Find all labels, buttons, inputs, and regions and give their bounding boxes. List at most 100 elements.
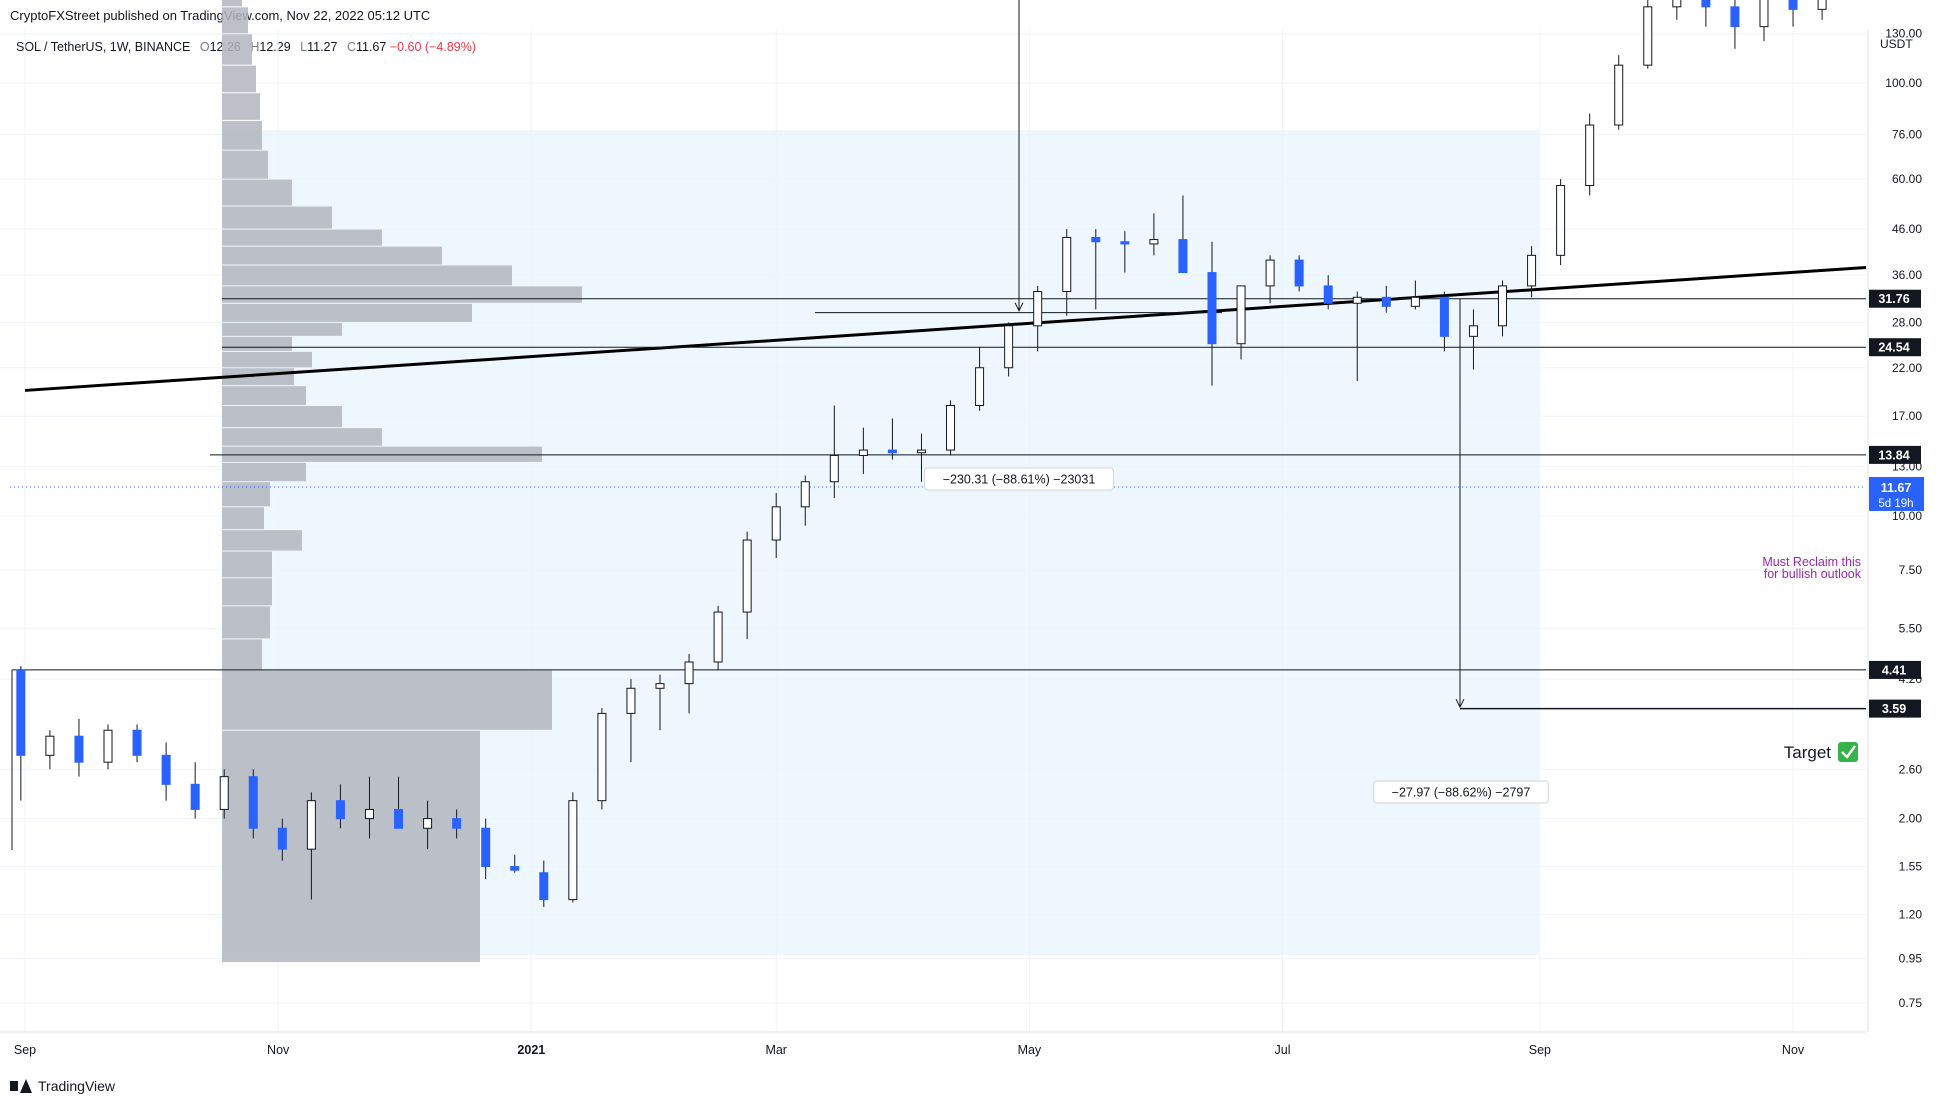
volume-profile-bar xyxy=(222,229,382,246)
candle-body xyxy=(16,669,26,756)
high-label: H xyxy=(250,40,260,54)
price-tag xyxy=(1869,338,1921,357)
candle-body xyxy=(1701,0,1711,8)
volume-profile-bar xyxy=(222,65,256,93)
candle-body xyxy=(423,818,433,829)
footer: TradingView xyxy=(10,1078,115,1094)
candle-body xyxy=(190,783,200,810)
annotations: −230.31 (−88.61%) −23031 −27.97 (−88.62%)… xyxy=(924,467,1862,804)
candle-body xyxy=(946,404,956,451)
price-tick-label: 5.50 xyxy=(1899,621,1923,635)
volume-profile-bar xyxy=(222,730,480,963)
trendline xyxy=(24,265,1867,392)
time-tick-label: Sep xyxy=(1529,1043,1551,1057)
time-tick-label: Nov xyxy=(267,1043,290,1057)
price-tick-label: 2.00 xyxy=(1899,812,1923,826)
price-tick-label: 76.00 xyxy=(1892,128,1922,142)
open-label: O xyxy=(199,40,210,54)
price-axis[interactable]: USDT380.00300.00220.00170.00130.00100.00… xyxy=(1867,0,1924,1032)
price-tick-label: 100.00 xyxy=(1885,76,1922,90)
candle-body xyxy=(539,872,549,901)
price-tag-label: 24.54 xyxy=(1878,341,1909,355)
time-tick-label: Nov xyxy=(1782,1043,1805,1057)
measure-top-label: −230.31 (−88.61%) −23031 xyxy=(943,473,1096,487)
candle-body xyxy=(277,827,287,850)
candle-body xyxy=(1498,285,1508,327)
time-axis[interactable]: SepNov2021MarMayJulSepNov2022MarMayJulSe… xyxy=(0,1031,1941,1057)
price-tag-label: 4.41 xyxy=(1882,663,1906,677)
volume-profile-bar xyxy=(222,286,582,303)
candle-body xyxy=(45,735,55,756)
volume-profile-bar xyxy=(222,0,242,7)
volume-profile-bar xyxy=(222,7,248,34)
candle-body xyxy=(103,729,113,763)
volume-profile-bar xyxy=(222,93,260,120)
candle-body xyxy=(1527,254,1537,287)
candle-body xyxy=(335,800,345,820)
volume-profile-bar xyxy=(222,336,292,351)
current-price-value: 11.67 xyxy=(1881,481,1912,495)
candle-body xyxy=(1614,64,1624,126)
candle-body xyxy=(568,800,578,901)
time-tick-label: May xyxy=(1018,1043,1042,1057)
candle-body xyxy=(1468,325,1478,337)
price-tick-label: 0.95 xyxy=(1899,952,1923,966)
measure-arrow-head xyxy=(1014,302,1024,312)
candle-body xyxy=(306,800,316,850)
close-label: C xyxy=(346,40,356,54)
candle-body xyxy=(1236,285,1246,345)
measure-bottom-label-box xyxy=(1373,780,1549,804)
candle-body xyxy=(1759,0,1769,28)
price-tick-label: 130.00 xyxy=(1885,27,1922,41)
candle-body xyxy=(626,687,636,714)
low-label: L xyxy=(300,40,308,54)
price-tag-label: 31.76 xyxy=(1878,292,1909,306)
candle-body xyxy=(132,729,142,756)
close-value: 11.67 xyxy=(355,40,387,54)
publish-header: CryptoFXStreet published on TradingView.… xyxy=(10,8,431,23)
reclaim-note-1: Must Reclaim this xyxy=(1762,555,1861,569)
candles xyxy=(16,0,1827,907)
price-tick-label: 0.75 xyxy=(1899,996,1923,1010)
candle-body xyxy=(74,735,84,763)
price-tick-label: 28.00 xyxy=(1892,315,1922,329)
price-tick-label: 2.60 xyxy=(1899,762,1923,776)
time-tick-label: Sep xyxy=(14,1043,36,1057)
candle-body xyxy=(1062,236,1072,293)
volume-profile-bar xyxy=(222,206,332,229)
symbol-name[interactable]: SOL / TetherUS, 1W, BINANCE xyxy=(16,40,191,54)
volume-profile-bar xyxy=(222,405,342,428)
candle-body xyxy=(481,827,491,868)
candle-body xyxy=(1149,239,1159,245)
volume-profile-bar xyxy=(222,179,292,206)
price-tag xyxy=(1869,445,1921,464)
candle-body xyxy=(1381,296,1391,307)
price-tick-label: 1.20 xyxy=(1899,908,1923,922)
volume-profile-bar xyxy=(222,246,442,265)
candle-body xyxy=(887,449,897,454)
volume-profile-bar xyxy=(222,578,272,606)
price-tick-label: 36.00 xyxy=(1892,268,1922,282)
candle-body xyxy=(713,611,723,663)
volume-profile-bar xyxy=(222,482,270,507)
price-tag-label: 3.59 xyxy=(1882,702,1906,716)
price-tag-label: 13.84 xyxy=(1878,448,1909,462)
price-tag xyxy=(1869,699,1921,718)
price-tick-label: 22.00 xyxy=(1892,361,1922,375)
candle-body xyxy=(1817,0,1827,10)
candle-body xyxy=(1672,0,1682,8)
candle-body xyxy=(1120,241,1130,245)
change-value: −0.60 (−4.89%) xyxy=(389,40,476,54)
candle-body xyxy=(916,449,926,454)
candle-body xyxy=(829,454,839,483)
volume-profile-bar xyxy=(222,150,268,179)
price-tag xyxy=(1869,289,1921,308)
bar-countdown: 5d 19h xyxy=(1878,498,1913,510)
candle-body xyxy=(858,449,868,456)
volume-profile-bar xyxy=(222,670,552,730)
target-label: Target xyxy=(1784,743,1832,762)
check-icon xyxy=(1838,742,1858,762)
volume-profile-bar xyxy=(222,606,270,639)
volume-profile-bar xyxy=(222,351,312,368)
